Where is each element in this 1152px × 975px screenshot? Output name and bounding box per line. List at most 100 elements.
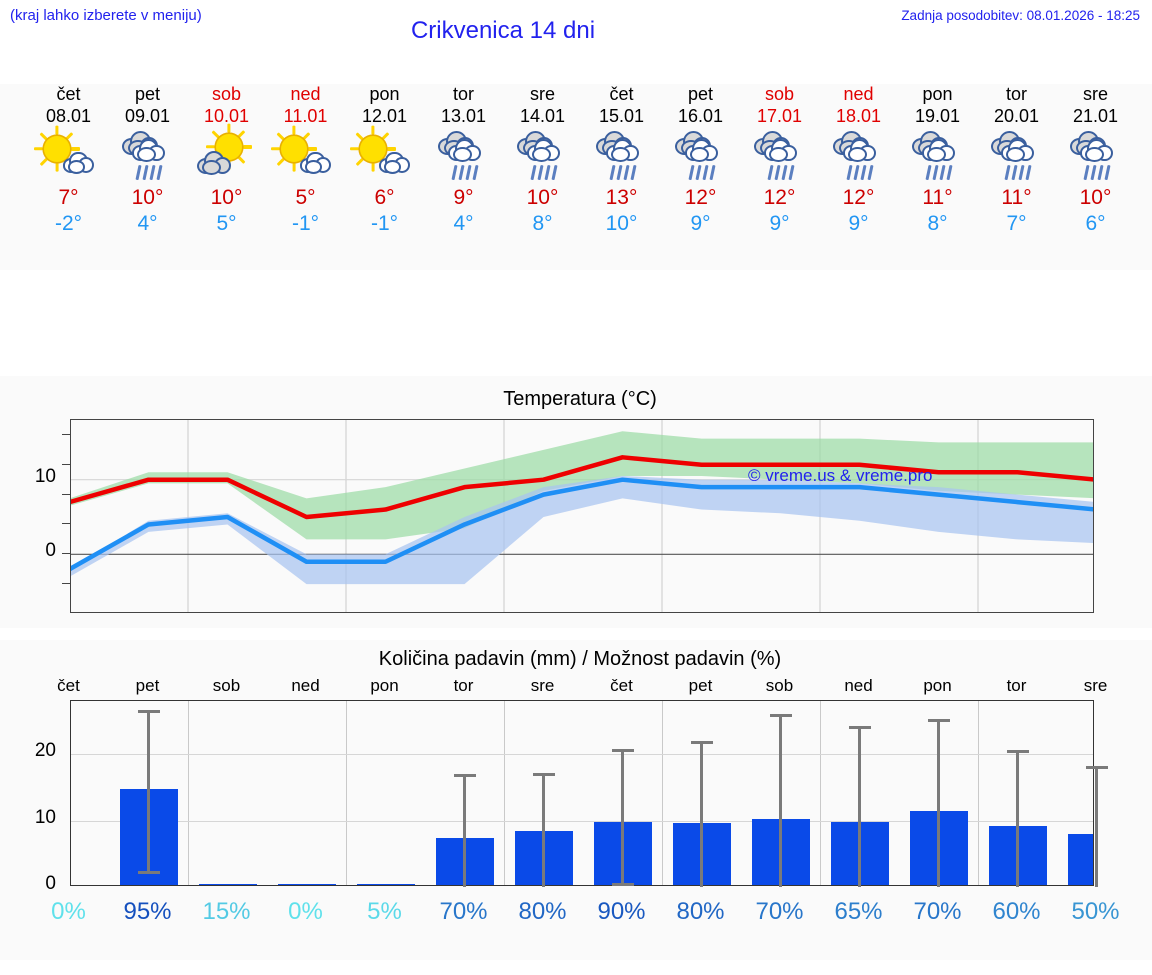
day-column-5[interactable]: tor 13.01 9° 4° [424,84,503,237]
precip-gridline [820,701,821,885]
page-title: Crikvenica 14 dni [410,17,596,44]
precip-probability: 5% [367,898,402,925]
sun-ray [381,131,390,141]
precipitation-chart-plot [70,700,1108,887]
day-weather-icon [266,125,345,185]
day-temp-min: 8° [532,212,553,235]
day-column-0[interactable]: čet 08.01 7° -2° [29,84,108,237]
day-weather-icon [345,125,424,185]
day-column-3[interactable]: ned 11.01 5° -1° [266,84,345,237]
day-temp-max: 12° [842,186,875,209]
sun-ray [54,162,59,172]
sun-ray [291,162,296,172]
sun-ray [65,131,74,141]
precip-day-label: sre [1083,676,1108,695]
precip-probability: 80% [676,898,725,925]
day-date: 13.01 [440,106,487,126]
weather-icon-sun-cloud [270,125,338,183]
day-date: 20.01 [993,106,1040,126]
day-weather-icon [740,129,819,185]
day-weather-icon [582,129,661,185]
daily-forecast-strip [0,84,1152,270]
precip-whisker-cap-top [690,740,713,744]
day-column-12[interactable]: tor 20.01 11° 7° [977,84,1056,237]
precip-day-label: ned [844,676,873,695]
weather-icon-rain [511,129,575,183]
day-column-6[interactable]: sre 14.01 10° 8° [503,84,582,237]
day-column-11[interactable]: pon 19.01 11° 8° [898,84,977,237]
sun-icon [359,136,386,162]
temperature-chart-plot [67,419,1099,614]
day-temp-max: 12° [684,186,717,209]
page-header: (kraj lahko izberete v meniju) Crikvenic… [0,0,1152,48]
rain-streak [615,164,622,181]
sun-ray [291,125,296,135]
sun-ray [307,147,317,151]
precip-probability: 80% [518,898,567,925]
day-weather-icon [108,129,187,185]
rain-streak [529,164,536,181]
precip-day-label: tor [1006,676,1027,695]
day-temp-max: 10° [1079,186,1112,209]
precip-whisker [937,718,940,887]
day-column-4[interactable]: pon 12.01 6° -1° [345,84,424,237]
sun-ray [54,125,59,135]
rain-streak [687,164,694,181]
weather-icon-rain [827,129,891,183]
precip-probability: 70% [755,898,804,925]
precip-whisker [147,710,150,874]
precip-bar [1067,833,1093,885]
precip-ytick-label: 0 [45,873,56,894]
day-temp-min: 9° [690,212,711,235]
day-weather-icon [819,129,898,185]
temp-ytick [62,433,70,435]
day-temp-max: 13° [605,186,638,209]
day-temp-max: 10° [526,186,559,209]
precip-whisker [1095,766,1098,887]
precip-probability: 70% [913,898,962,925]
day-temp-min: -2° [54,212,83,235]
weather-icon-sun-cloud [33,125,101,183]
day-date: 15.01 [598,106,645,126]
precip-whisker-cap-bottom [611,882,634,886]
precip-bar [277,883,336,885]
day-date: 12.01 [361,106,408,126]
day-column-1[interactable]: pet 09.01 10° 4° [108,84,187,237]
day-date: 11.01 [283,106,328,126]
day-column-7[interactable]: čet 15.01 13° 10° [582,84,661,237]
precip-gridline [188,701,189,885]
weather-icon-rain [1064,129,1128,183]
day-date: 09.01 [124,106,171,126]
day-temp-max: 12° [763,186,796,209]
day-column-13[interactable]: sre 21.01 10° 6° [1056,84,1135,237]
day-date: 16.01 [677,106,724,126]
precip-whisker [858,725,861,887]
precip-probability: 0% [288,898,323,925]
sun-ray [370,162,375,172]
day-temp-min: 10° [605,212,638,235]
precip-gridline [346,701,347,885]
day-name: sob [764,84,795,104]
precip-whisker-cap-top [532,772,555,776]
day-temp-min: 9° [848,212,869,235]
temp-ytick-label: 10 [34,465,56,487]
day-column-2[interactable]: sob 10.01 10° 5° [187,84,266,237]
rain-streak [1082,164,1089,181]
rain-streak [852,164,859,181]
day-column-9[interactable]: sob 17.01 12° 9° [740,84,819,237]
rain-streak [550,164,557,181]
precip-day-label: ned [291,676,320,695]
precip-probability: 90% [597,898,646,925]
rain-streak [1103,164,1110,181]
day-column-10[interactable]: ned 18.01 12° 9° [819,84,898,237]
day-weather-icon [424,129,503,185]
day-date: 18.01 [835,106,882,126]
weather-icon-rain [985,129,1049,183]
rain-streak [1010,164,1017,181]
day-date: 08.01 [45,106,92,126]
day-date: 21.01 [1072,106,1119,126]
day-column-8[interactable]: pet 16.01 12° 9° [661,84,740,237]
rain-streak [1017,164,1024,181]
precip-whisker-cap-top [848,725,871,729]
precip-whisker-cap-top [611,748,634,752]
